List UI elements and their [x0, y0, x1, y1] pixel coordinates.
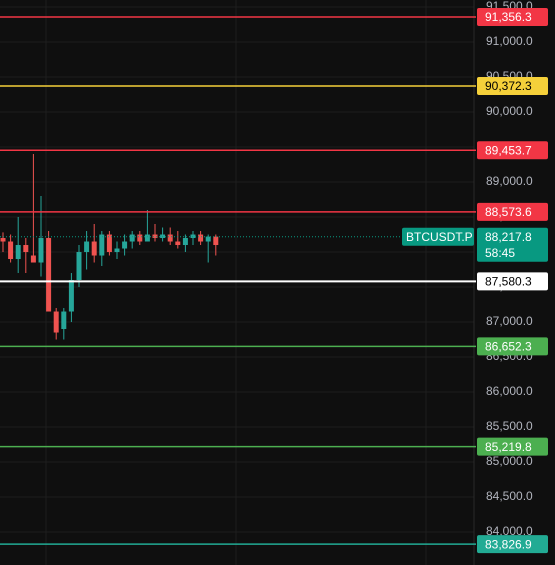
y-tick-label: 86,000.0 [486, 384, 533, 398]
level-label: 89,453.7 [485, 143, 532, 157]
y-tick-label: 90,000.0 [486, 104, 533, 118]
candle-body [175, 241, 181, 246]
candle-body [68, 280, 74, 312]
candle-body [137, 234, 143, 242]
candle-body [8, 241, 14, 260]
y-tick-label: 84,000.0 [486, 524, 533, 538]
level-label: 85,219.8 [485, 440, 532, 454]
candle-body [99, 234, 105, 256]
candle-body [61, 311, 67, 330]
level-label: 91,356.3 [485, 10, 532, 24]
candle-body [122, 241, 128, 249]
level-label-bg [477, 272, 548, 291]
level-label: 90,372.3 [485, 79, 532, 93]
level-label-bg [477, 202, 548, 221]
countdown-label: 58:45 [485, 246, 515, 260]
candle-body [198, 234, 204, 242]
candle-body [205, 236, 211, 242]
y-tick-label: 84,500.0 [486, 489, 533, 503]
level-label-bg [477, 437, 548, 456]
candle-body [114, 248, 120, 253]
level-label-bg [477, 76, 548, 95]
y-tick-label: 87,000.0 [486, 314, 533, 328]
level-label-bg [477, 8, 548, 27]
last-price-label: 88,217.8 [485, 230, 532, 244]
candle-body [15, 245, 21, 260]
y-tick-label: 85,500.0 [486, 419, 533, 433]
y-tick-label: 89,000.0 [486, 174, 533, 188]
candle-body [76, 252, 82, 281]
candle-body [213, 236, 219, 246]
candle-body [84, 241, 90, 253]
candle-body [0, 238, 6, 242]
level-label: 83,826.9 [485, 537, 532, 551]
candle-body [23, 245, 29, 253]
last-price-bg [477, 227, 548, 262]
candle-body [144, 234, 150, 242]
candle-body [30, 255, 36, 263]
level-label: 88,573.6 [485, 205, 532, 219]
candle-body [38, 238, 44, 263]
level-label-bg [477, 535, 548, 554]
symbol-label: BTCUSDT.P [406, 230, 473, 244]
candle-body [46, 238, 52, 312]
level-label-bg [477, 337, 548, 356]
candle-body [106, 234, 112, 253]
candle-body [167, 234, 173, 242]
y-tick-label: 85,000.0 [486, 454, 533, 468]
candle-body [190, 234, 196, 239]
candle-body [91, 241, 97, 256]
level-label-bg [477, 141, 548, 160]
candle-body [53, 311, 59, 333]
symbol-label-bg [402, 227, 474, 246]
candle-body [160, 234, 166, 239]
candle-body [152, 234, 158, 239]
candle-body [182, 238, 188, 246]
level-label: 86,652.3 [485, 340, 532, 354]
level-label: 87,580.3 [485, 275, 532, 289]
candle-body [129, 234, 135, 242]
y-tick-label: 91,000.0 [486, 34, 533, 48]
